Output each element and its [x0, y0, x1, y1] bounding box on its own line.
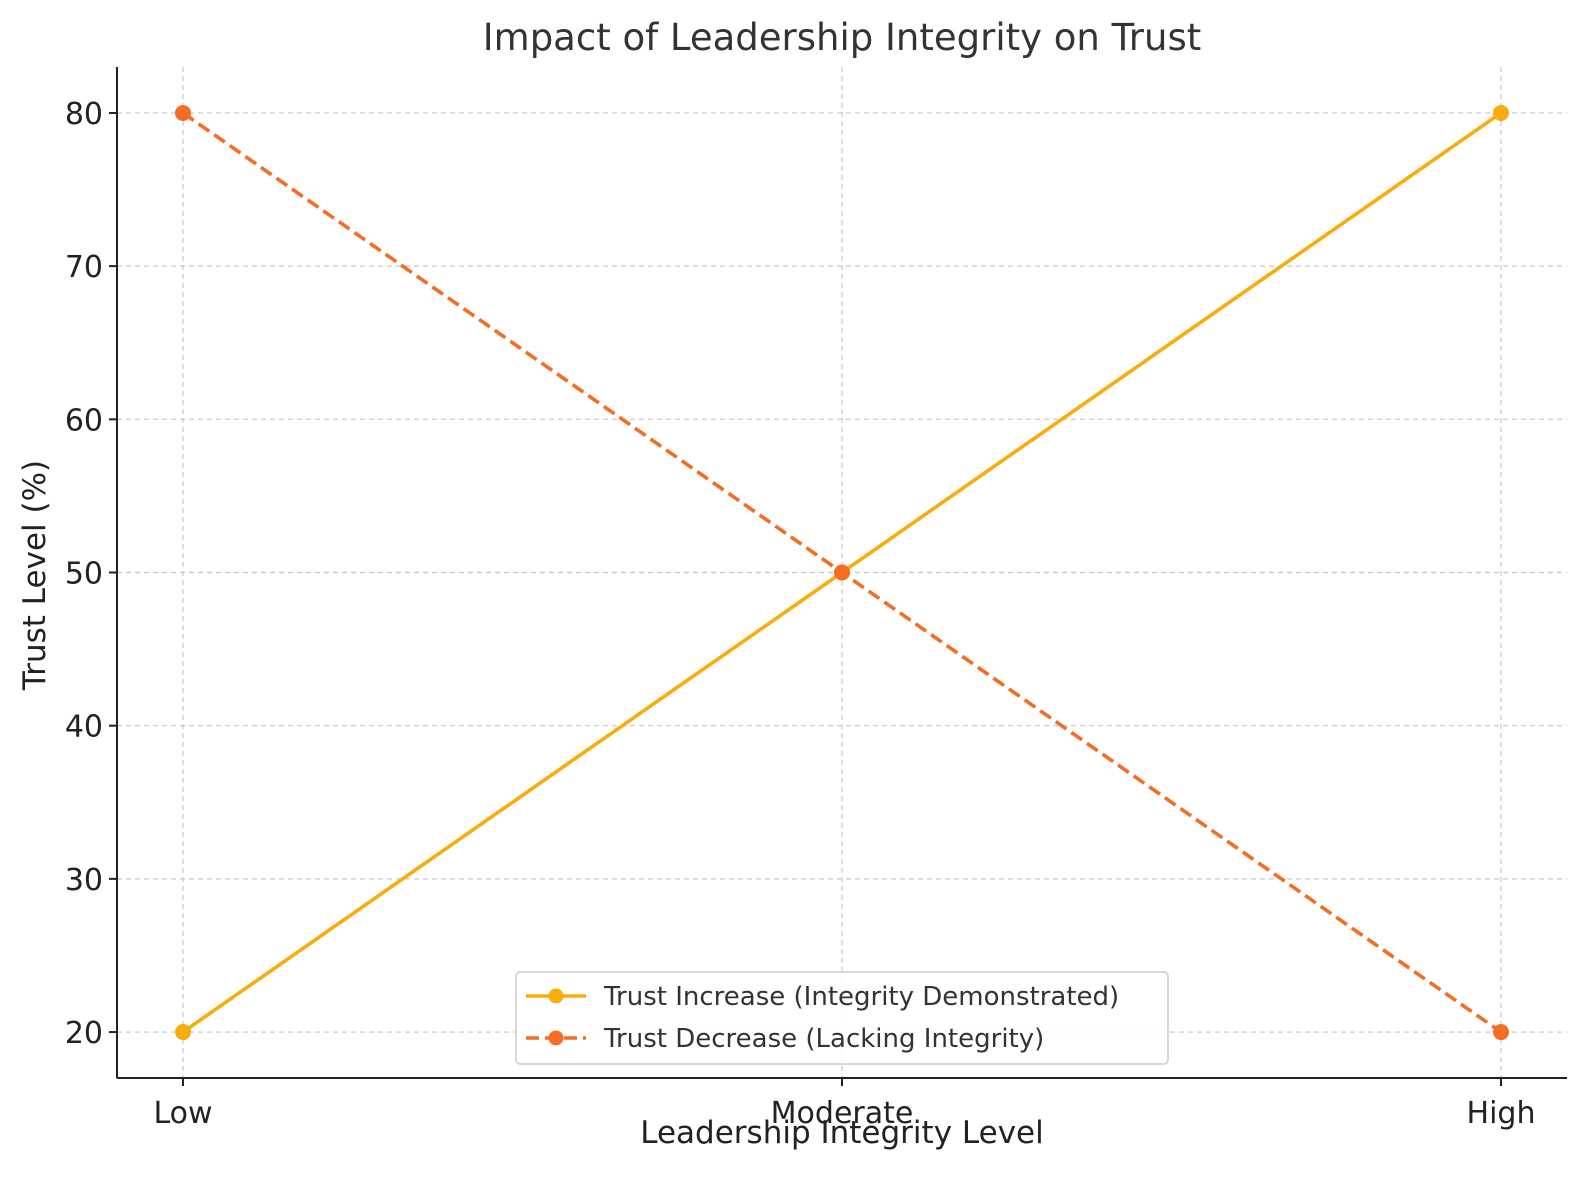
x-tick-label: High — [1467, 1096, 1536, 1131]
data-point — [834, 564, 850, 581]
y-axis-label: Trust Level (%) — [17, 460, 53, 691]
data-point — [1493, 104, 1509, 121]
y-tick-label: 80 — [65, 97, 103, 132]
legend-marker — [548, 988, 564, 1004]
y-tick-label: 30 — [65, 863, 103, 898]
x-tick-label: Moderate — [771, 1096, 914, 1131]
x-tick-label: Low — [153, 1096, 212, 1131]
legend-marker — [548, 1030, 564, 1046]
data-point — [1493, 1024, 1509, 1041]
tick-labels: 20 30 40 50 60 70 80 Low Moderate High — [65, 97, 1536, 1131]
x-axis-label: Leadership Integrity Level — [640, 1115, 1043, 1151]
y-tick-label: 60 — [65, 403, 103, 438]
legend-item: Trust Decrease (Lacking Integrity) — [526, 1024, 1044, 1054]
legend-label: Trust Decrease (Lacking Integrity) — [603, 1024, 1044, 1054]
legend: Trust Increase (Integrity Demonstrated) T… — [515, 971, 1169, 1065]
legend-item: Trust Increase (Integrity Demonstrated) — [526, 982, 1119, 1012]
data-point — [175, 104, 191, 121]
y-tick-label: 40 — [65, 710, 103, 745]
series-2 — [175, 104, 1509, 1041]
legend-box — [515, 971, 1169, 1065]
y-tick-label: 50 — [65, 557, 103, 592]
chart-title: Impact of Leadership Integrity on Trust — [483, 16, 1202, 59]
series-layer — [175, 104, 1509, 1041]
y-tick-label: 20 — [65, 1016, 103, 1051]
y-tick-label: 70 — [65, 250, 103, 285]
legend-label: Trust Increase (Integrity Demonstrated) — [603, 982, 1119, 1012]
data-point — [175, 1024, 191, 1041]
